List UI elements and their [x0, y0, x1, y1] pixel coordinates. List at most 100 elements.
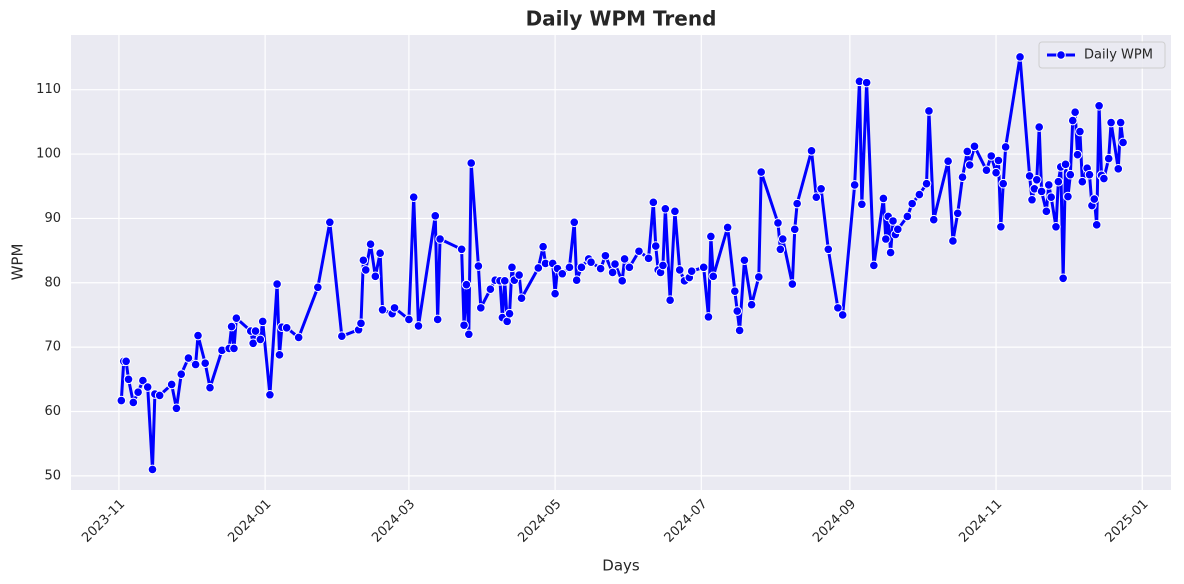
marker: [476, 303, 486, 313]
marker: [674, 265, 685, 275]
marker: [986, 151, 997, 161]
x-tick-label: 2024-05: [515, 497, 564, 546]
marker: [739, 255, 750, 266]
marker: [142, 382, 153, 392]
marker: [205, 382, 215, 393]
marker: [943, 156, 953, 166]
marker: [1118, 137, 1128, 148]
marker: [1015, 52, 1025, 62]
x-tick-label: 2025-01: [1103, 497, 1152, 546]
marker: [643, 253, 654, 264]
marker: [576, 262, 587, 273]
marker: [914, 189, 925, 200]
marker: [648, 197, 659, 208]
marker: [507, 262, 517, 273]
x-tick-label: 2024-09: [810, 497, 859, 546]
marker: [375, 248, 385, 258]
marker: [996, 221, 1006, 232]
marker: [806, 146, 817, 156]
marker: [408, 192, 419, 202]
marker: [473, 261, 484, 271]
marker: [461, 279, 472, 290]
marker: [823, 244, 834, 255]
marker: [703, 312, 714, 322]
marker: [885, 247, 896, 258]
marker: [1051, 221, 1061, 232]
marker: [313, 282, 323, 293]
marker: [624, 262, 635, 273]
marker: [116, 395, 127, 406]
marker: [1043, 180, 1054, 190]
marker: [773, 218, 783, 228]
marker: [924, 106, 934, 116]
marker: [698, 262, 709, 273]
legend-label: Daily WPM: [1084, 48, 1153, 63]
marker: [619, 254, 630, 264]
marker: [154, 390, 165, 401]
marker: [485, 284, 496, 295]
marker: [533, 263, 544, 273]
marker: [1113, 164, 1124, 174]
marker: [255, 334, 266, 345]
marker: [1091, 220, 1102, 230]
marker: [1067, 115, 1078, 126]
marker: [617, 276, 627, 286]
x-tick-label: 2024-11: [956, 497, 1005, 546]
marker: [190, 359, 201, 370]
marker: [998, 178, 1009, 189]
marker: [171, 403, 182, 414]
marker: [665, 295, 675, 305]
marker: [432, 314, 443, 325]
marker: [1036, 186, 1047, 197]
marker: [969, 141, 980, 152]
x-axis-label: Days: [602, 557, 640, 575]
marker: [272, 279, 282, 289]
marker: [138, 375, 148, 386]
marker: [250, 326, 261, 336]
marker: [600, 250, 611, 261]
marker: [634, 246, 644, 257]
marker: [658, 260, 668, 271]
marker: [1031, 175, 1042, 185]
x-tick-label: 2024-01: [225, 497, 274, 546]
marker: [365, 239, 376, 249]
marker: [123, 374, 134, 385]
y-tick-label: 110: [36, 82, 61, 97]
marker: [892, 224, 903, 235]
marker: [787, 279, 798, 289]
marker: [1099, 173, 1109, 184]
marker: [948, 236, 958, 246]
marker: [293, 332, 304, 343]
marker: [993, 155, 1004, 166]
marker: [1065, 169, 1076, 180]
marker: [1000, 142, 1011, 152]
marker: [466, 158, 477, 168]
marker: [1103, 153, 1114, 164]
marker: [1106, 117, 1116, 128]
marker: [456, 244, 467, 255]
marker: [564, 262, 575, 273]
marker: [607, 267, 618, 278]
marker: [370, 271, 381, 282]
y-tick-label: 80: [44, 275, 61, 290]
marker: [1027, 194, 1037, 205]
marker: [1058, 273, 1068, 284]
marker: [404, 314, 414, 325]
marker: [360, 265, 371, 275]
marker: [811, 192, 822, 202]
marker: [861, 77, 872, 88]
y-tick-label: 50: [44, 468, 61, 483]
marker: [777, 234, 788, 244]
marker: [869, 260, 879, 271]
marker: [837, 310, 848, 320]
marker: [128, 397, 139, 408]
marker: [166, 379, 177, 390]
marker: [732, 306, 743, 316]
marker: [550, 288, 560, 299]
marker: [1024, 171, 1035, 181]
marker: [902, 211, 913, 222]
marker: [1115, 117, 1126, 128]
marker: [708, 271, 719, 282]
marker: [660, 203, 671, 214]
